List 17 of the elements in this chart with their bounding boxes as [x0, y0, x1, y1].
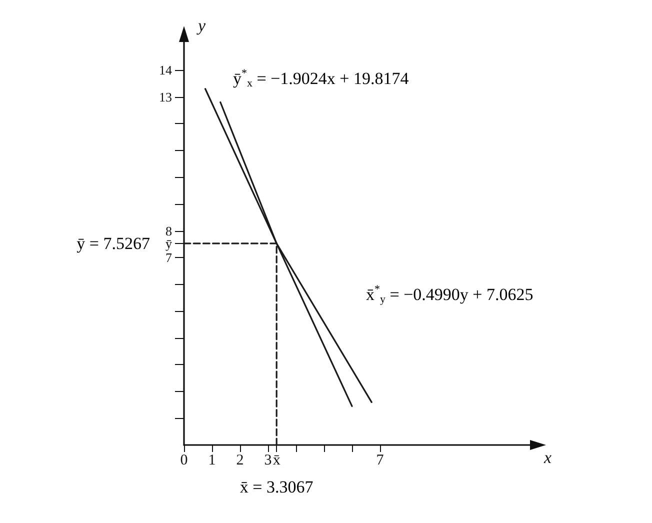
x-axis-title: x — [543, 448, 552, 467]
y-tick-label: 8 — [166, 223, 172, 238]
y-tick-label: 13 — [159, 89, 172, 104]
x-tick-label: x̄ — [272, 452, 281, 468]
x-tick-label: 2 — [236, 452, 244, 468]
annotation: x̄ = 3.3067 — [240, 478, 314, 496]
annotation: ȳ*x = −1.9024x + 19.8174 — [233, 68, 410, 90]
annotation: ȳ = 7.5267 — [76, 234, 150, 253]
x-tick-label: 0 — [180, 452, 188, 468]
y-tick-label: ȳ — [166, 236, 172, 251]
x-tick-label: 3 — [264, 452, 272, 468]
x-tick-label: 1 — [208, 452, 216, 468]
x-tick-label: 7 — [376, 452, 384, 468]
y-tick-label: 14 — [159, 62, 172, 78]
y-tick-label: 7 — [166, 250, 172, 266]
y-axis-title: y — [196, 16, 206, 35]
annotation: x̄*y = −0.4990y + 7.0625 — [366, 283, 534, 306]
